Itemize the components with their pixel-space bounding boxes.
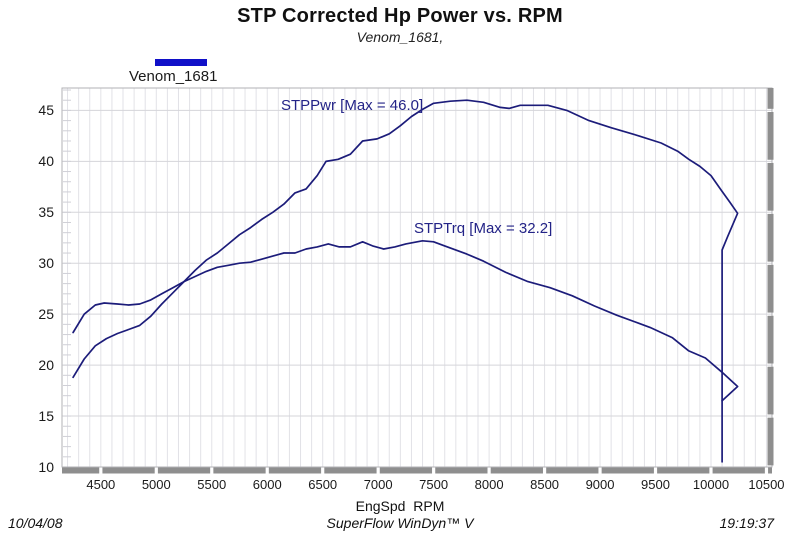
x-axis-title: EngSpd RPM xyxy=(355,498,445,514)
x-tick-label: 5000 xyxy=(141,477,171,492)
y-tick-label: 45 xyxy=(38,102,54,119)
y-tick-label: 15 xyxy=(38,408,54,425)
x-tick-label: 10500 xyxy=(748,477,785,492)
x-tick-label: 6500 xyxy=(308,477,338,492)
x-tick-label: 7500 xyxy=(419,477,449,492)
footer-date: 10/04/08 xyxy=(8,515,63,531)
y-tick-label: 35 xyxy=(38,204,54,221)
power-curve-label: STPPwr [Max = 46.0] xyxy=(281,97,424,114)
legend-swatch xyxy=(155,59,207,66)
x-tick-label: 4500 xyxy=(86,477,116,492)
y-tick-label: 25 xyxy=(38,306,54,323)
x-tick-label: 8000 xyxy=(474,477,504,492)
torque-curve-label: STPTrq [Max = 32.2] xyxy=(414,220,553,237)
x-tick-label: 9500 xyxy=(641,477,670,492)
x-tick-label: 6000 xyxy=(252,477,282,492)
y-tick-label: 10 xyxy=(38,459,54,475)
y-tick-label: 20 xyxy=(38,357,54,374)
x-tick-label: 10000 xyxy=(692,477,730,492)
x-tick-label: 7000 xyxy=(363,477,393,492)
footer-time: 19:19:37 xyxy=(719,515,775,531)
y-tick-label: 40 xyxy=(38,153,54,170)
y-tick-label: 30 xyxy=(38,255,54,272)
footer-app-name: SuperFlow WinDyn™ V xyxy=(326,515,474,531)
page-title: STP Corrected Hp Power vs. RPM xyxy=(237,5,563,27)
x-tick-label: 9000 xyxy=(585,477,615,492)
legend-label: Venom_1681 xyxy=(129,68,218,85)
x-tick-label: 5500 xyxy=(197,477,227,492)
x-tick-label: 8500 xyxy=(530,477,560,492)
page-subtitle: Venom_1681, xyxy=(356,29,444,45)
